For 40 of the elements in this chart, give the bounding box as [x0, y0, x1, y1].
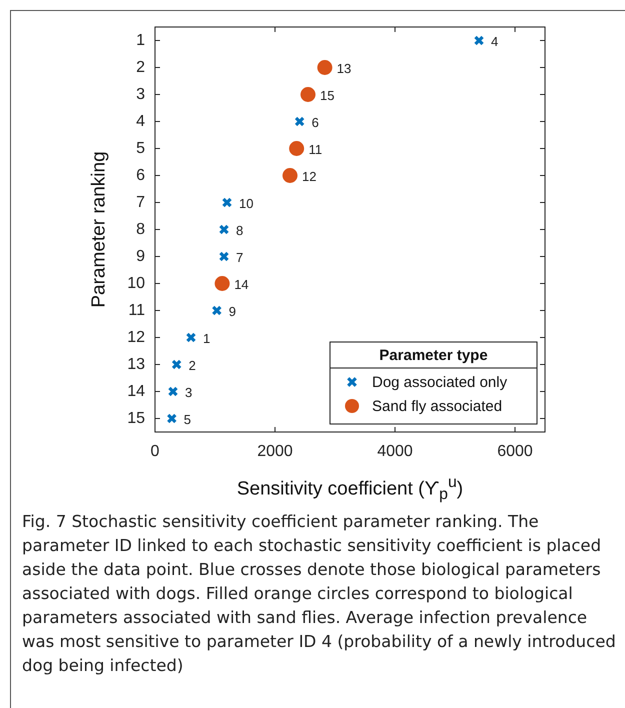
y-axis-title: Parameter ranking	[88, 151, 110, 308]
legend-label: Dog associated only	[372, 374, 508, 392]
y-tick-label: 15	[127, 410, 146, 427]
y-tick-label: 11	[128, 302, 146, 319]
caption: Fig. 7 Stochastic sensitivity coefficient parameter ranking. The parameter ID linked to each stochastic sensitivity coefficient is placed aside the data point. Blue crosses denote those biological parameters associated with dogs. Filled orange circles correspond to biological parameters associated with sand flies. Average infection prevalence was most sensitive to parameter ID 4 (probability of a newly introduced dog being infected)	[22, 511, 617, 677]
annotation: 7	[236, 250, 244, 266]
x-tick-label: 4000	[377, 443, 413, 460]
y-tick-label: 13	[127, 356, 146, 373]
y-tick-label: 7	[136, 194, 146, 211]
y-tick-label: 3	[136, 86, 146, 103]
legend-label: Sand fly associated	[372, 398, 502, 416]
y-tick-label: 12	[127, 328, 146, 346]
annotation: 2	[188, 358, 196, 374]
y-tick-label: 14	[127, 382, 146, 400]
y-tick-label: 10	[127, 274, 146, 292]
x-tick-label: 2000	[257, 443, 293, 460]
x-tick-label: 6000	[497, 443, 533, 460]
annotation: 10	[239, 196, 254, 212]
annotation: 5	[184, 412, 192, 428]
y-tick-label: 9	[136, 248, 146, 265]
annotation: 14	[234, 277, 249, 292]
legend-title: Parameter type	[379, 347, 488, 364]
y-tick-label: 5	[136, 140, 146, 157]
annotation: 3	[185, 385, 192, 400]
y-tick-label: 2	[136, 58, 146, 76]
x-tick-label: 0	[150, 443, 160, 460]
annotation: 12	[302, 169, 316, 184]
annotation: 4	[491, 34, 498, 50]
annotation: 9	[228, 304, 236, 320]
y-tick-label: 4	[136, 112, 146, 130]
annotation: 15	[320, 88, 334, 104]
y-tick-label: 8	[136, 220, 146, 238]
annotation: 1	[203, 331, 210, 346]
x-axis-title: Sensitivity coefficient (ϒ$_{p}$$^{u}$)	[236, 474, 464, 504]
annotation: 6	[312, 115, 319, 130]
y-tick-label: 1	[136, 32, 146, 49]
annotation: 8	[236, 223, 244, 238]
annotation: 13	[336, 61, 352, 76]
y-tick-label: 6	[136, 166, 146, 184]
annotation: 11	[308, 142, 322, 158]
